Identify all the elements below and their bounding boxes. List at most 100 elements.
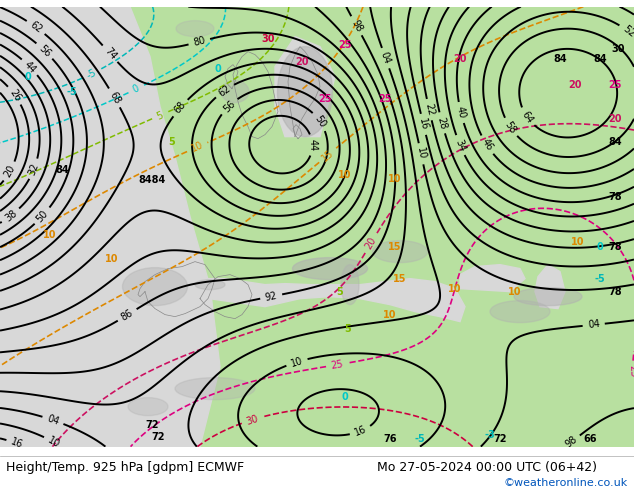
Text: 0: 0 bbox=[215, 64, 221, 74]
Text: -5: -5 bbox=[595, 273, 605, 284]
Text: 86: 86 bbox=[119, 308, 135, 322]
Ellipse shape bbox=[514, 288, 582, 306]
Text: 84: 84 bbox=[593, 53, 607, 64]
Text: 10: 10 bbox=[388, 173, 402, 184]
Polygon shape bbox=[0, 7, 130, 67]
Text: 68: 68 bbox=[107, 90, 122, 106]
Text: 30: 30 bbox=[611, 44, 624, 53]
Text: 44: 44 bbox=[22, 59, 37, 75]
Text: 04: 04 bbox=[379, 50, 392, 66]
Text: -5: -5 bbox=[84, 67, 98, 81]
Ellipse shape bbox=[176, 21, 214, 37]
Ellipse shape bbox=[373, 241, 427, 263]
Text: 16: 16 bbox=[417, 117, 430, 131]
Ellipse shape bbox=[128, 397, 168, 416]
Ellipse shape bbox=[221, 81, 249, 102]
Text: 5: 5 bbox=[337, 287, 344, 296]
Text: 25: 25 bbox=[608, 80, 622, 90]
Text: 04: 04 bbox=[587, 319, 600, 330]
Ellipse shape bbox=[122, 268, 188, 306]
Text: 10: 10 bbox=[383, 310, 397, 319]
Text: 20: 20 bbox=[3, 164, 17, 179]
Text: 26: 26 bbox=[7, 87, 22, 103]
Text: 16: 16 bbox=[353, 424, 368, 438]
Polygon shape bbox=[460, 265, 525, 292]
Text: 72: 72 bbox=[152, 432, 165, 441]
Text: 80: 80 bbox=[192, 35, 207, 48]
Ellipse shape bbox=[341, 265, 359, 305]
Text: 98: 98 bbox=[349, 18, 364, 33]
Text: 34: 34 bbox=[453, 138, 467, 153]
Text: -5: -5 bbox=[67, 87, 77, 97]
Text: -3: -3 bbox=[484, 430, 495, 440]
Text: 30: 30 bbox=[245, 413, 260, 426]
Text: 64: 64 bbox=[519, 109, 534, 125]
Text: 66: 66 bbox=[583, 434, 597, 443]
Text: 84: 84 bbox=[553, 53, 567, 64]
Text: 72: 72 bbox=[145, 419, 158, 430]
Text: 84: 84 bbox=[608, 137, 622, 147]
Text: 62: 62 bbox=[217, 83, 233, 98]
Text: 10: 10 bbox=[508, 287, 522, 296]
Text: 15: 15 bbox=[320, 147, 335, 163]
Text: 20: 20 bbox=[295, 57, 309, 67]
Text: 10: 10 bbox=[105, 254, 119, 264]
Text: Height/Temp. 925 hPa [gdpm] ECMWF: Height/Temp. 925 hPa [gdpm] ECMWF bbox=[6, 461, 245, 474]
Text: 40: 40 bbox=[455, 105, 467, 120]
Text: 20: 20 bbox=[608, 114, 622, 123]
Text: Mo 27-05-2024 00:00 UTC (06+42): Mo 27-05-2024 00:00 UTC (06+42) bbox=[377, 461, 597, 474]
Text: 78: 78 bbox=[608, 242, 622, 252]
Text: 44: 44 bbox=[307, 139, 318, 151]
Text: 25: 25 bbox=[378, 94, 392, 103]
Polygon shape bbox=[535, 265, 565, 309]
Text: 76: 76 bbox=[383, 434, 397, 443]
Text: 52: 52 bbox=[621, 24, 634, 40]
Text: 25: 25 bbox=[318, 94, 332, 103]
Ellipse shape bbox=[175, 378, 255, 400]
Text: 25: 25 bbox=[339, 40, 352, 49]
Text: 10: 10 bbox=[448, 284, 462, 294]
Text: 10: 10 bbox=[339, 170, 352, 180]
Ellipse shape bbox=[195, 280, 225, 290]
Text: 15: 15 bbox=[388, 242, 402, 252]
Polygon shape bbox=[0, 7, 220, 446]
Text: 0: 0 bbox=[131, 83, 141, 95]
Text: 16: 16 bbox=[10, 437, 25, 450]
Ellipse shape bbox=[490, 301, 550, 322]
Text: 15: 15 bbox=[393, 273, 407, 284]
Text: 0: 0 bbox=[25, 72, 31, 82]
Text: 62: 62 bbox=[28, 20, 44, 35]
Text: 32: 32 bbox=[27, 161, 41, 176]
Text: 72: 72 bbox=[493, 434, 507, 443]
Text: 22: 22 bbox=[423, 102, 436, 117]
Text: 10: 10 bbox=[46, 435, 61, 450]
Text: 30: 30 bbox=[261, 34, 275, 44]
Text: 78: 78 bbox=[608, 192, 622, 201]
Text: 98: 98 bbox=[563, 435, 579, 450]
Text: 20: 20 bbox=[363, 236, 378, 251]
Text: 50: 50 bbox=[35, 208, 50, 224]
Ellipse shape bbox=[278, 47, 332, 137]
Text: 92: 92 bbox=[264, 291, 278, 303]
Text: 5: 5 bbox=[169, 137, 176, 147]
Text: 58: 58 bbox=[503, 120, 518, 135]
Text: 0: 0 bbox=[597, 242, 604, 252]
Ellipse shape bbox=[292, 258, 368, 280]
Text: 56: 56 bbox=[37, 43, 53, 59]
Text: 5: 5 bbox=[345, 323, 351, 334]
Text: 38: 38 bbox=[3, 208, 18, 223]
Text: 5: 5 bbox=[155, 110, 164, 122]
Text: 20: 20 bbox=[568, 80, 582, 90]
Text: 74: 74 bbox=[102, 46, 118, 62]
Text: 8484: 8484 bbox=[138, 174, 165, 185]
Text: 04: 04 bbox=[46, 414, 60, 427]
Polygon shape bbox=[275, 37, 335, 137]
Text: 56: 56 bbox=[221, 98, 237, 114]
Text: 46: 46 bbox=[479, 137, 495, 153]
Polygon shape bbox=[195, 279, 465, 321]
Text: ©weatheronline.co.uk: ©weatheronline.co.uk bbox=[503, 478, 628, 489]
Text: 20: 20 bbox=[453, 53, 467, 64]
Text: 10: 10 bbox=[43, 230, 57, 240]
Text: 50: 50 bbox=[313, 114, 327, 129]
Text: -5: -5 bbox=[415, 434, 425, 443]
